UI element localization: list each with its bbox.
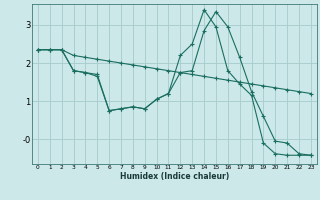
X-axis label: Humidex (Indice chaleur): Humidex (Indice chaleur): [120, 172, 229, 181]
